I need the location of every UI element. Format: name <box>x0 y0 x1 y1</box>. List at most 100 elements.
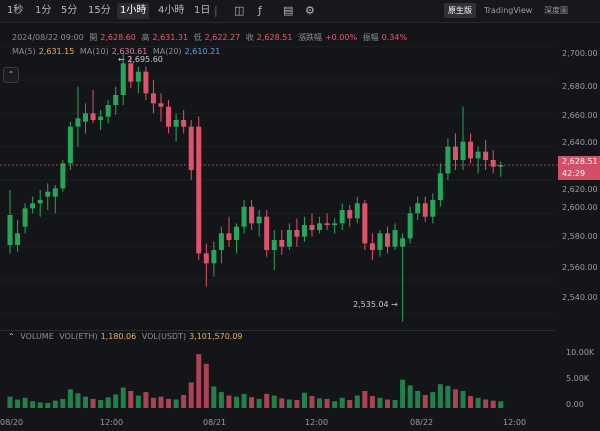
volume-bar <box>113 394 119 408</box>
timeframe-15m[interactable]: 15分 <box>88 5 111 16</box>
volume-bar <box>347 400 353 408</box>
ma10-label: MA(10) <box>79 47 109 56</box>
volume-bar <box>120 387 126 408</box>
volume-bar <box>211 386 217 408</box>
timeframe-1s[interactable]: 1秒 <box>7 5 24 16</box>
candle-body <box>203 253 209 264</box>
drawing-tools-icon[interactable]: ▤ <box>283 4 294 17</box>
volume-bar <box>279 398 285 408</box>
candle-body <box>15 233 21 245</box>
candle-body <box>385 233 390 247</box>
current-price-value: 2,628.51 <box>562 157 598 166</box>
time-tick: 08/20 <box>0 418 24 427</box>
candle-body <box>317 223 323 230</box>
candle-body <box>437 173 443 200</box>
candle-body <box>67 126 73 164</box>
candle-body <box>301 225 307 237</box>
candle-body <box>362 203 368 244</box>
volume-bar <box>15 399 21 408</box>
candle-body <box>166 106 172 127</box>
candle-body <box>105 105 111 117</box>
view-depth-button[interactable]: 深度圖 <box>544 6 568 15</box>
candle-countdown: 42:29 <box>562 169 586 178</box>
candle-body <box>98 116 104 120</box>
volume-bar <box>256 398 262 408</box>
view-tradingview-button[interactable]: TradingView <box>484 6 533 15</box>
time-tick: 12:00 <box>503 418 527 427</box>
volume-bar <box>498 401 504 408</box>
low-annotation: 2,535.04 → <box>353 300 398 309</box>
volume-bar <box>249 397 255 408</box>
candle-body <box>286 230 292 247</box>
candle-body <box>234 226 239 240</box>
volume-bar <box>407 385 413 408</box>
candle-datetime: 2024/08/22 09:00 <box>12 33 84 42</box>
volume-bar <box>271 395 277 408</box>
volume-bar <box>90 398 96 408</box>
candle-info: 2024/08/22 09:00 開 2,628.60 高 2,631.31 低 2,… <box>12 32 410 43</box>
volume-bar <box>105 397 111 408</box>
pane-divider[interactable] <box>0 330 555 331</box>
price-tick: 2,640.00 <box>562 138 598 147</box>
timeframe-5m[interactable]: 5分 <box>61 5 78 16</box>
candle-body <box>226 233 232 240</box>
volume-bar <box>415 391 421 408</box>
timeframe-1m[interactable]: 1分 <box>35 5 52 16</box>
settings-icon[interactable]: ⚙ <box>305 4 315 17</box>
volume-title: VOLUME <box>20 332 54 341</box>
candle-body <box>400 238 406 247</box>
amplitude-value: 0.34% <box>381 33 408 42</box>
volume-bar <box>67 389 73 408</box>
volume-expand-icon[interactable]: ⌃ <box>8 332 15 341</box>
price-tick: 2,600.00 <box>562 203 598 212</box>
view-native-button[interactable]: 原生版 <box>444 3 476 18</box>
timeframe-dropdown-icon[interactable]: | <box>214 4 218 17</box>
candle-body <box>377 233 383 250</box>
price-tick: 2,620.00 <box>562 185 598 194</box>
timeframe-1d[interactable]: 1日 <box>194 5 211 16</box>
price-tick: 2,700.00 <box>562 49 598 58</box>
volume-tick: 0.00 <box>566 400 584 409</box>
indicator-icon[interactable]: ƒ <box>258 4 262 17</box>
open-label: 開 <box>89 33 98 42</box>
volume-bar <box>143 392 149 408</box>
candle-body <box>143 71 149 94</box>
volume-bar <box>128 391 134 408</box>
candle-body <box>339 210 345 224</box>
candle-body <box>158 103 164 107</box>
volume-bar <box>98 400 104 408</box>
candle-body <box>22 208 28 227</box>
ma-legend: MA(5) 2,631.15 MA(10) 2,630.61 MA(20) 2,610… <box>12 47 223 56</box>
volume-bar <box>52 400 58 408</box>
candle-body <box>490 160 496 167</box>
candle-body <box>249 206 255 224</box>
candle-body <box>452 146 458 160</box>
candle-body <box>445 146 451 174</box>
vol-eth-value: 1,180.06 <box>100 332 137 341</box>
candle-body <box>113 95 119 105</box>
volume-bar <box>460 391 466 408</box>
candle-body <box>475 151 481 159</box>
candle-body <box>415 203 421 214</box>
chart-type-icon[interactable]: ◫ <box>234 4 245 17</box>
volume-bar <box>7 396 13 408</box>
volume-bar <box>264 393 270 408</box>
candle-body <box>45 191 51 197</box>
candle-body <box>430 200 436 217</box>
volume-bar <box>37 402 43 408</box>
timeframe-1h[interactable]: 1小時 <box>117 3 150 19</box>
candle-body <box>392 230 398 247</box>
volume-tick: 5.00K <box>566 374 590 383</box>
price-tick: 2,560.00 <box>562 263 598 272</box>
price-tick: 2,680.00 <box>562 82 598 91</box>
candle-body <box>128 63 134 82</box>
collapse-legend-icon[interactable]: ⌃ <box>3 67 19 83</box>
candle-body <box>52 188 58 197</box>
candle-body <box>264 216 270 250</box>
volume-bar <box>437 384 443 408</box>
candle-body <box>354 203 360 219</box>
timeframe-4h[interactable]: 4小時 <box>158 5 185 16</box>
candle-body <box>332 223 338 225</box>
